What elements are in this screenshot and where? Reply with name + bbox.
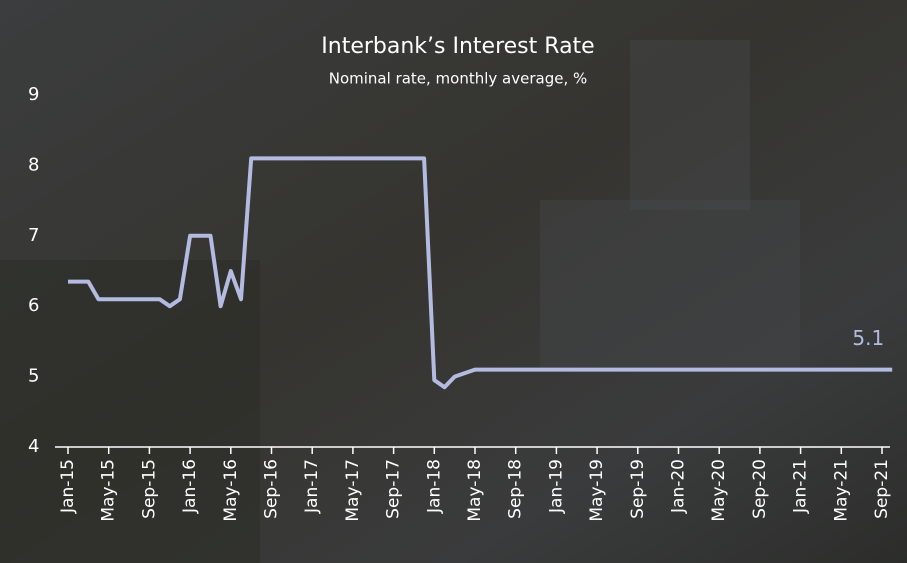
x-tick-label: Jan-16: [180, 459, 200, 514]
background-shape: [540, 200, 800, 370]
x-tick-label: Jan-20: [669, 459, 689, 514]
x-tick-label: May-21: [831, 459, 851, 522]
x-tick-label: Sep-15: [139, 459, 159, 519]
x-tick-label: Sep-19: [628, 459, 648, 519]
x-tick-label: May-15: [99, 459, 119, 522]
x-tick-label: May-18: [465, 459, 485, 522]
x-tick-label: Jan-15: [58, 459, 78, 514]
x-tick-label: Sep-18: [506, 459, 526, 519]
x-tick-label: Sep-21: [872, 459, 892, 519]
y-tick-label: 8: [28, 154, 39, 175]
x-tick-label: Jan-17: [302, 459, 322, 514]
y-tick-label: 9: [28, 84, 39, 105]
background-shape: [630, 40, 750, 210]
x-tick-label: Jan-18: [424, 459, 444, 514]
chart-subtitle: Nominal rate, monthly average, %: [329, 70, 588, 88]
x-tick-label: Sep-16: [262, 459, 282, 519]
data-label: 5.1: [852, 326, 884, 350]
x-tick-label: May-20: [709, 459, 729, 522]
x-tick-label: May-16: [221, 459, 241, 522]
x-tick-label: May-17: [343, 459, 363, 522]
y-tick-label: 7: [28, 225, 39, 246]
y-tick-label: 5: [28, 366, 39, 387]
y-tick-label: 6: [28, 295, 39, 316]
x-tick-label: Jan-19: [546, 459, 566, 514]
y-tick-label: 4: [28, 436, 39, 457]
chart: Interbank’s Interest Rate Nominal rate, …: [0, 0, 907, 563]
x-tick-label: Jan-21: [791, 459, 811, 514]
x-tick-label: Sep-20: [750, 459, 770, 519]
chart-title: Interbank’s Interest Rate: [321, 34, 594, 59]
x-tick-label: Sep-17: [384, 459, 404, 519]
x-tick-label: May-19: [587, 459, 607, 522]
